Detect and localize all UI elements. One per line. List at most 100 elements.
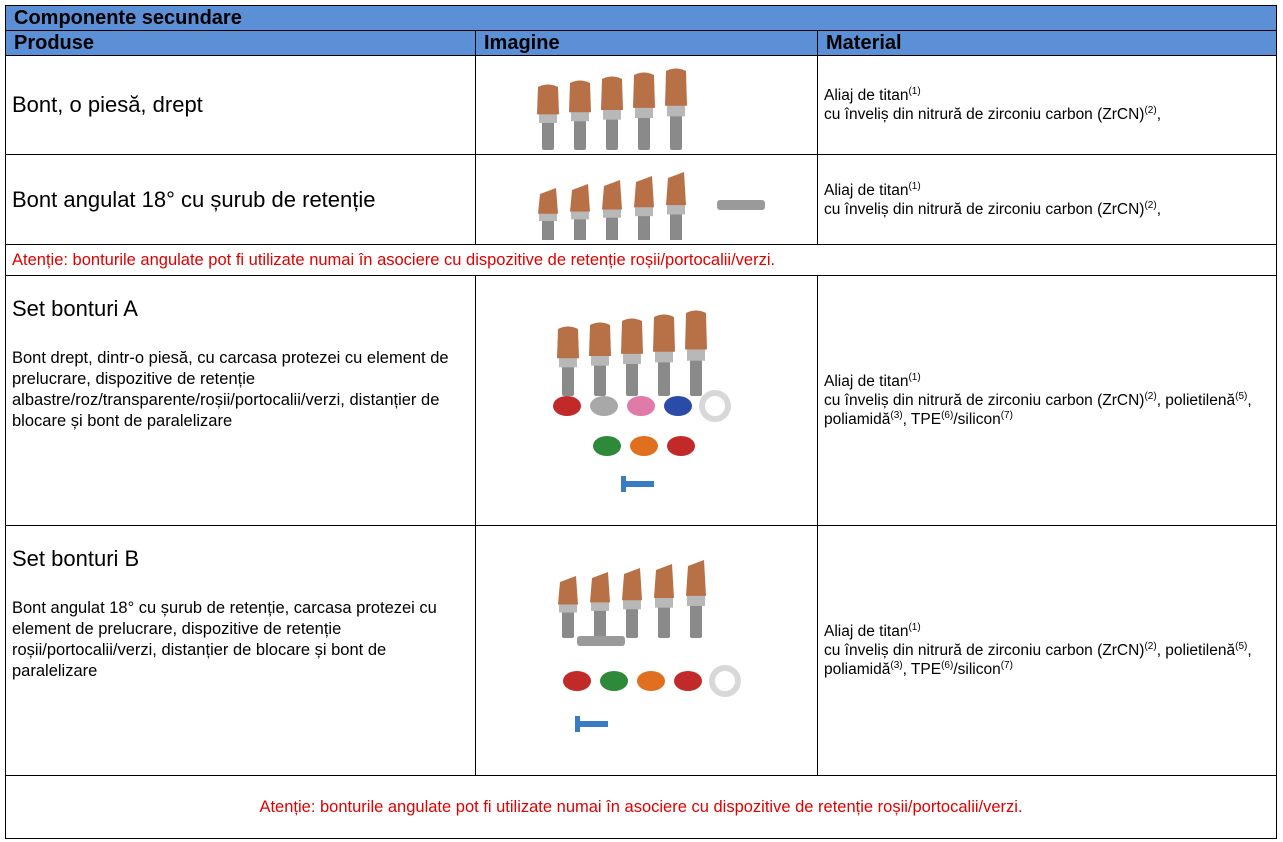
product-image <box>557 559 741 732</box>
shape <box>622 352 641 364</box>
material-line: cu înveliș din nitrură de zirconiu carbo… <box>824 391 1270 429</box>
product-image <box>552 310 731 492</box>
product-description: Bont drept, dintr-o piesă, cu carcasa pr… <box>12 349 449 430</box>
retention-insert-image <box>663 395 692 416</box>
product-cell: Set bonturi A Bont drept, dintr-o piesă, … <box>5 275 476 526</box>
row: Bont, o piesă, drept Aliaj de titan(1) cu … <box>5 55 1277 155</box>
shape <box>657 358 670 396</box>
material-text: , <box>1156 106 1161 123</box>
material-text: cu înveliș din nitrură de zirconiu carbo… <box>824 392 1145 409</box>
shape <box>634 107 653 119</box>
abutment-image <box>569 183 590 240</box>
column-header: Material <box>817 30 1277 56</box>
screw-image <box>576 635 625 646</box>
shape <box>625 360 638 396</box>
material-line: Aliaj de titan(1) <box>824 86 1270 105</box>
retention-insert-image <box>626 395 655 416</box>
footnote-ref: (2) <box>1144 199 1157 211</box>
row: Bont angulat 18° cu șurub de retenție Ali… <box>5 154 1277 245</box>
shape <box>537 187 558 214</box>
retention-insert-image <box>589 395 618 416</box>
footnote-ref: (2) <box>1144 641 1157 652</box>
material-text: , TPE <box>902 411 942 428</box>
abutment-image <box>589 571 610 638</box>
abutment-image <box>664 68 687 150</box>
material-text: /silicon <box>953 411 1001 428</box>
row: Set bonturi B Bont angulat 18° cu șurub d… <box>5 525 1277 776</box>
shape <box>538 113 557 123</box>
shape <box>622 599 641 609</box>
abutment-image <box>537 187 558 240</box>
abutment-image <box>632 72 655 150</box>
retention-insert-image <box>562 670 591 691</box>
column-header: Produse <box>5 30 476 56</box>
material-text: cu înveliș din nitrură de zirconiu carbo… <box>824 642 1145 659</box>
material-text: , <box>1156 200 1161 218</box>
shape <box>633 175 654 207</box>
shape <box>654 350 673 362</box>
footnote-ref: (5) <box>1235 391 1248 402</box>
shape <box>689 602 702 638</box>
footnote-ref: (6) <box>941 410 954 421</box>
material-line: Aliaj de titan(1) <box>824 181 1270 200</box>
retention-insert-image <box>599 670 628 691</box>
shape <box>637 212 650 240</box>
abutment-image <box>665 171 686 240</box>
material-line: Aliaj de titan(1) <box>824 372 1270 391</box>
product-image <box>537 171 765 240</box>
shape <box>538 212 557 221</box>
shape <box>666 104 685 117</box>
shape <box>558 603 577 613</box>
shape <box>669 113 682 150</box>
shape <box>601 179 622 209</box>
shape <box>621 567 642 600</box>
footnote-ref: (1) <box>908 372 921 383</box>
abutment-image <box>685 559 706 638</box>
material-text: , polietilenă <box>1156 392 1236 409</box>
retention-insert-image <box>673 670 702 691</box>
shape <box>684 310 707 350</box>
footnote-ref: (7) <box>1000 410 1013 421</box>
retention-insert-image <box>636 670 665 691</box>
product-cell: Bont, o piesă, drept <box>5 55 476 155</box>
shape <box>569 183 590 212</box>
material-cell: Aliaj de titan(1) cu înveliș din nitrură … <box>817 275 1277 526</box>
material-text: , TPE <box>902 661 942 678</box>
abutment-image <box>556 326 579 396</box>
material-text: Aliaj de titan <box>824 623 909 640</box>
shape <box>686 348 705 361</box>
footnote-ref: (6) <box>941 660 954 671</box>
retention-insert-image <box>552 395 581 416</box>
shape <box>686 594 705 606</box>
material-text: , poliamidă <box>824 642 1252 678</box>
abutment-image <box>601 179 622 240</box>
material-text: Aliaj de titan <box>824 87 909 104</box>
shape <box>541 218 554 240</box>
material-text: Aliaj de titan <box>824 373 909 390</box>
shape <box>561 364 574 396</box>
shape <box>590 601 609 611</box>
product-image <box>536 68 687 150</box>
material-text: , polietilenă <box>1156 642 1236 659</box>
product-name: Bont, o piesă, drept <box>12 92 203 117</box>
shape <box>557 575 578 605</box>
material-text: Aliaj de titan <box>824 181 909 199</box>
abutment-image <box>621 567 642 638</box>
footnote-ref: (1) <box>908 622 921 633</box>
footnote-ref: (1) <box>908 180 921 192</box>
shape <box>589 571 610 602</box>
abutment-image <box>633 175 654 240</box>
shape <box>602 208 621 218</box>
shape <box>664 68 687 106</box>
abutment-image <box>536 84 559 150</box>
shape <box>536 84 559 115</box>
shape <box>666 203 685 214</box>
retention-insert-image <box>708 664 741 697</box>
product-name: Bont angulat 18° cu șurub de retenție <box>12 186 376 212</box>
shape <box>685 559 706 596</box>
material-line: cu înveliș din nitrură de zirconiu carbo… <box>824 641 1270 679</box>
shape <box>653 563 674 598</box>
shape <box>568 80 591 113</box>
product-description: Bont angulat 18° cu șurub de retenție, c… <box>12 599 437 680</box>
